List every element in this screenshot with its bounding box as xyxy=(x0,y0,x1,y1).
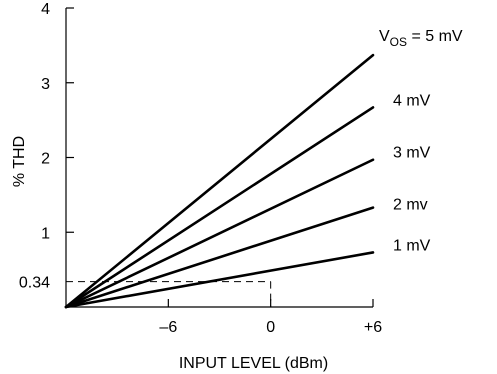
labels-group: 1 mV 2 mv 3 mV 4 mV VOS = 5 mV xyxy=(379,28,463,254)
series-group xyxy=(64,53,375,309)
series-label-4: 4 mV xyxy=(393,92,431,109)
y-axis-label: % THD xyxy=(11,136,28,187)
series-label-3: 3 mV xyxy=(393,145,431,162)
series-line-4 xyxy=(64,106,375,309)
x-axis-label: INPUT LEVEL (dBm) xyxy=(179,355,328,372)
series-line-5 xyxy=(64,53,375,309)
reference-lines: 0.34 xyxy=(19,275,272,307)
x-tick-label: +6 xyxy=(364,319,382,336)
series-label-5: VOS = 5 mV xyxy=(379,28,463,49)
x-tick-label: 0 xyxy=(266,319,275,336)
series-label-2: 2 mv xyxy=(393,197,428,214)
series-line-2 xyxy=(64,206,375,309)
series-line-3 xyxy=(64,158,375,309)
series-line-1 xyxy=(64,251,375,309)
y-tick-label: 4 xyxy=(41,1,50,18)
y-tick-label: 2 xyxy=(41,151,50,168)
series-label-1: 1 mV xyxy=(393,237,431,254)
y-tick-label: 3 xyxy=(41,76,50,93)
reference-value-label: 0.34 xyxy=(19,275,50,292)
x-tick-label: –6 xyxy=(159,319,177,336)
axes: 1 2 3 4 –6 0 +6 INPUT LEVEL (dBm) % THD xyxy=(11,1,382,372)
y-tick-label: 1 xyxy=(41,225,50,242)
